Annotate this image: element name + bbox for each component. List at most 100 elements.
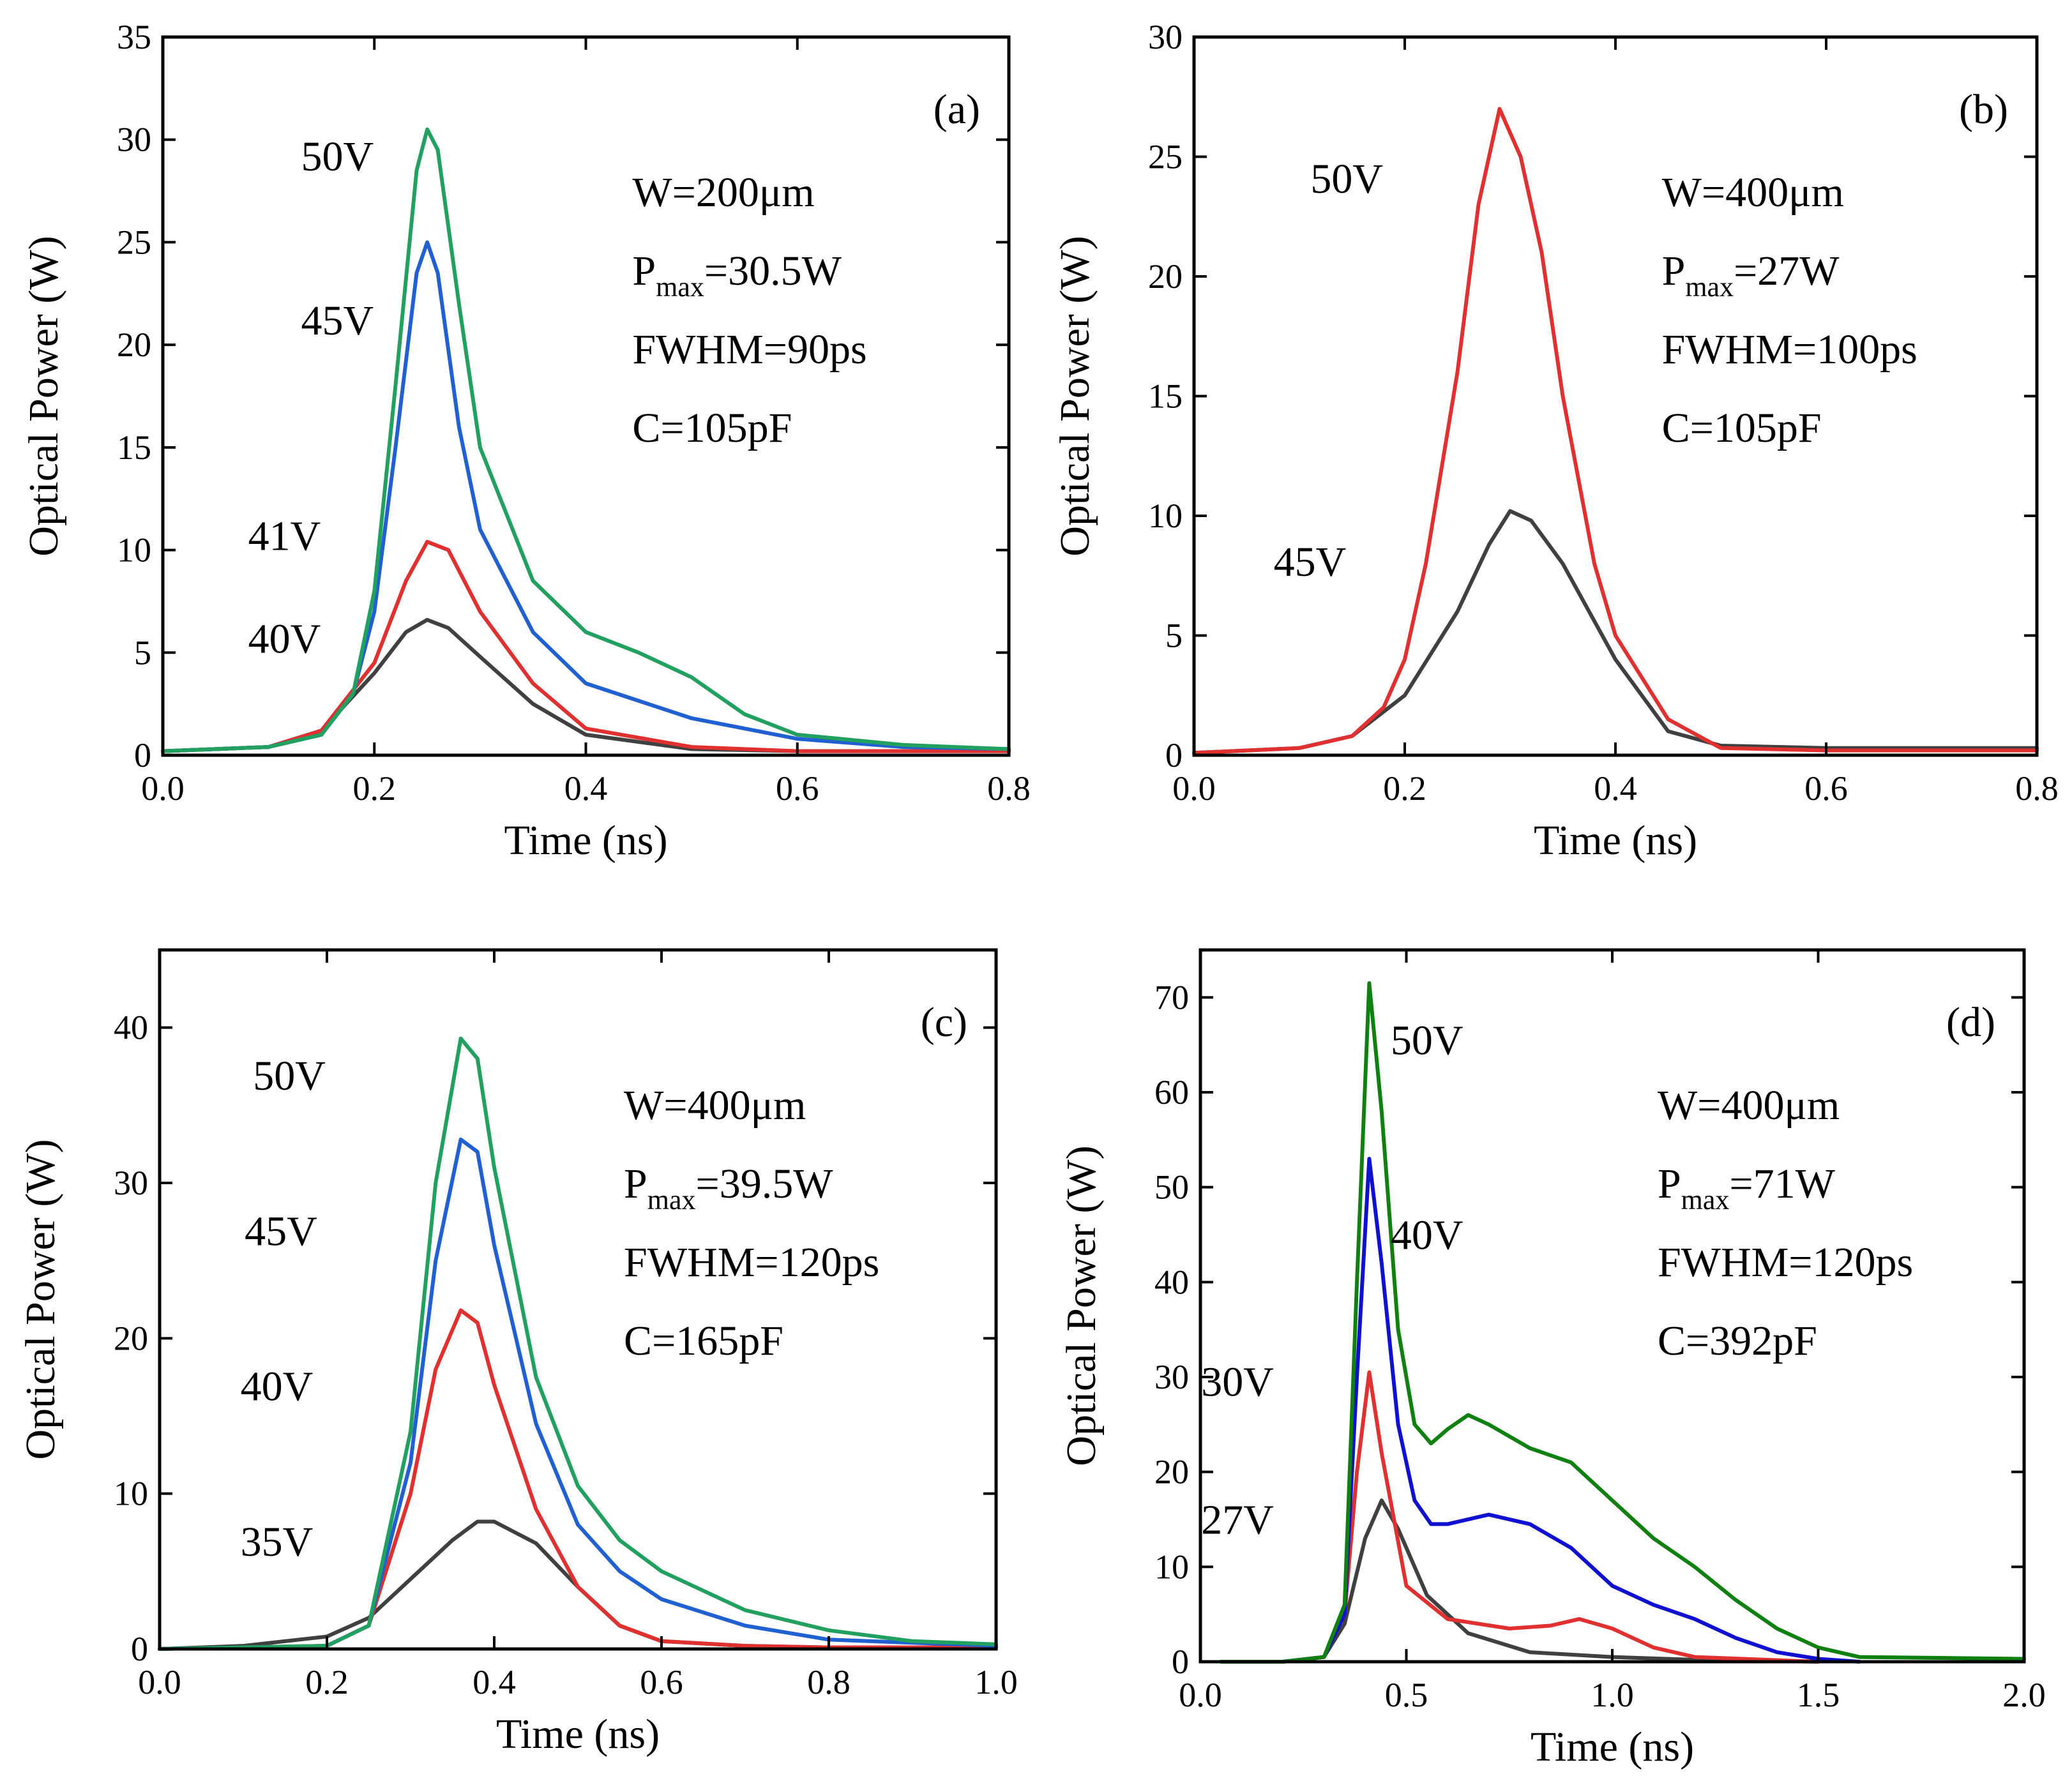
param-annotation: W=400μm <box>624 1082 806 1129</box>
y-tick-label: 15 <box>117 428 151 467</box>
x-tick-label: 0.0 <box>138 1663 181 1701</box>
y-tick-label: 25 <box>117 223 151 261</box>
x-tick-label: 0.8 <box>987 769 1031 808</box>
series-line-50v <box>1192 107 2039 755</box>
param-annotation: FWHM=90ps <box>632 326 866 373</box>
curve-label: 45V <box>245 1208 317 1254</box>
x-tick-label: 0.5 <box>1385 1676 1428 1714</box>
y-tick-label: 30 <box>1148 18 1183 56</box>
panel-label: (a) <box>934 86 980 133</box>
y-tick-label: 20 <box>1148 257 1183 296</box>
curve-label: 41V <box>248 513 321 560</box>
param-value: =30.5W <box>704 248 842 294</box>
x-tick-label: 0.0 <box>1179 1676 1222 1714</box>
series-line-27v <box>1219 1498 1820 1664</box>
y-tick-label: 15 <box>1148 377 1183 416</box>
y-tick-label: 30 <box>114 1164 148 1202</box>
y-tick-label: 20 <box>117 326 151 364</box>
panel-label: (b) <box>1959 86 2008 133</box>
panel-c: 0.0 0.2 0.4 0.6 0.8 1.0 0 10 20 30 40 Time (ns) Opti… <box>17 948 1018 1757</box>
y-tick-label: 0 <box>131 1630 148 1668</box>
x-tick-label: 0.6 <box>640 1663 683 1701</box>
y-tick-label: 35 <box>117 18 151 56</box>
x-tick-label: 1.0 <box>974 1663 1018 1701</box>
y-tick-label: 40 <box>1154 1263 1189 1301</box>
x-axis-label: Time (ns) <box>504 817 667 864</box>
curve-label: 50V <box>301 133 374 180</box>
plot-frame <box>1192 35 2039 757</box>
y-tick-label: 10 <box>1154 1547 1189 1586</box>
x-tick-label: 0.0 <box>141 769 185 808</box>
curve-label: 35V <box>241 1519 314 1565</box>
y-tick-label: 20 <box>114 1319 148 1357</box>
panel-label: (d) <box>1946 999 1995 1046</box>
y-tick-label: 10 <box>114 1475 148 1513</box>
param-annotation: C=105pF <box>632 405 792 451</box>
x-tick-label: 0.4 <box>473 1663 516 1701</box>
curve-label: 40V <box>248 615 321 662</box>
y-tick-label: 10 <box>1148 497 1183 535</box>
plot-frame <box>158 948 998 1651</box>
x-tick-label: 0.4 <box>564 769 608 808</box>
y-axis-label: Optical Power (W) <box>17 1139 64 1459</box>
x-tick-label: 0.6 <box>776 769 819 808</box>
x-axis-label: Time (ns) <box>1531 1724 1694 1770</box>
y-tick-label: 0 <box>1172 1643 1189 1681</box>
y-tick-label: 60 <box>1154 1073 1189 1111</box>
y-tick-label: 10 <box>117 531 151 569</box>
series-line-45v <box>161 240 1011 753</box>
param-annotation: FWHM=120ps <box>624 1239 879 1286</box>
y-tick-label: 40 <box>114 1009 148 1047</box>
x-tick-label: 2.0 <box>2002 1676 2046 1714</box>
x-tick-label: 0.4 <box>1594 769 1637 808</box>
curve-label: 50V <box>1310 156 1383 202</box>
x-axis-label: Time (ns) <box>496 1711 660 1757</box>
x-tick-label: 1.0 <box>1591 1676 1634 1714</box>
y-tick-label: 70 <box>1154 978 1189 1016</box>
x-tick-label: 0.8 <box>2015 769 2059 808</box>
curve-label: 40V <box>241 1364 314 1410</box>
y-tick-label: 5 <box>134 633 151 672</box>
y-tick-label: 30 <box>117 121 151 159</box>
panel-a: 0.0 0.2 0.4 0.6 0.8 0 5 10 15 20 25 30 35 Time (ns) Op… <box>20 18 1031 864</box>
x-tick-label: 1.5 <box>1797 1676 1840 1714</box>
param-annotation: Pmax=27W <box>1662 248 1840 303</box>
param-annotation: W=400μm <box>1658 1082 1840 1129</box>
param-annotation: C=392pF <box>1658 1318 1817 1364</box>
param-prefix: P <box>624 1161 647 1207</box>
param-annotation: C=105pF <box>1662 405 1822 451</box>
param-prefix: P <box>1662 248 1686 294</box>
param-annotation: Pmax=30.5W <box>632 248 842 303</box>
param-value: =27W <box>1734 248 1840 294</box>
curve-label: 45V <box>1274 539 1347 585</box>
curve-label: 45V <box>301 297 374 344</box>
curve-label: 50V <box>253 1053 326 1099</box>
y-axis-label: Optical Power (W) <box>1052 236 1098 556</box>
param-subscript: max <box>656 271 704 303</box>
series-line-50v <box>161 127 1011 753</box>
y-tick-label: 30 <box>1154 1358 1189 1396</box>
param-annotation: Pmax=71W <box>1658 1161 1836 1215</box>
series-line-50v <box>1219 981 2026 1664</box>
curve-label: 50V <box>1391 1018 1463 1064</box>
x-tick-label: 0.0 <box>1172 769 1216 808</box>
y-axis-label: Optical Power (W) <box>20 236 67 556</box>
curve-label: 30V <box>1201 1359 1274 1406</box>
x-tick-label: 0.2 <box>305 1663 349 1701</box>
x-axis-label: Time (ns) <box>1534 817 1697 864</box>
y-tick-label: 25 <box>1148 138 1183 176</box>
plot-frame <box>1199 948 2026 1664</box>
series-line-30v <box>1219 1370 1820 1664</box>
param-annotation: C=165pF <box>624 1318 783 1364</box>
curve-label: 40V <box>1391 1212 1463 1258</box>
y-axis-label: Optical Power (W) <box>1058 1145 1105 1466</box>
x-tick-label: 0.6 <box>1804 769 1848 808</box>
panel-b: 0.0 0.2 0.4 0.6 0.8 0 5 10 15 20 25 30 Time (ns) Opti… <box>1052 18 2059 864</box>
y-tick-label: 50 <box>1154 1168 1189 1207</box>
panel-label: (c) <box>921 999 967 1046</box>
y-tick-label: 0 <box>1165 736 1183 774</box>
param-subscript: max <box>1685 271 1734 303</box>
y-tick-label: 20 <box>1154 1453 1189 1491</box>
param-annotation: Pmax=39.5W <box>624 1161 833 1215</box>
series-line-41v <box>161 539 1011 753</box>
